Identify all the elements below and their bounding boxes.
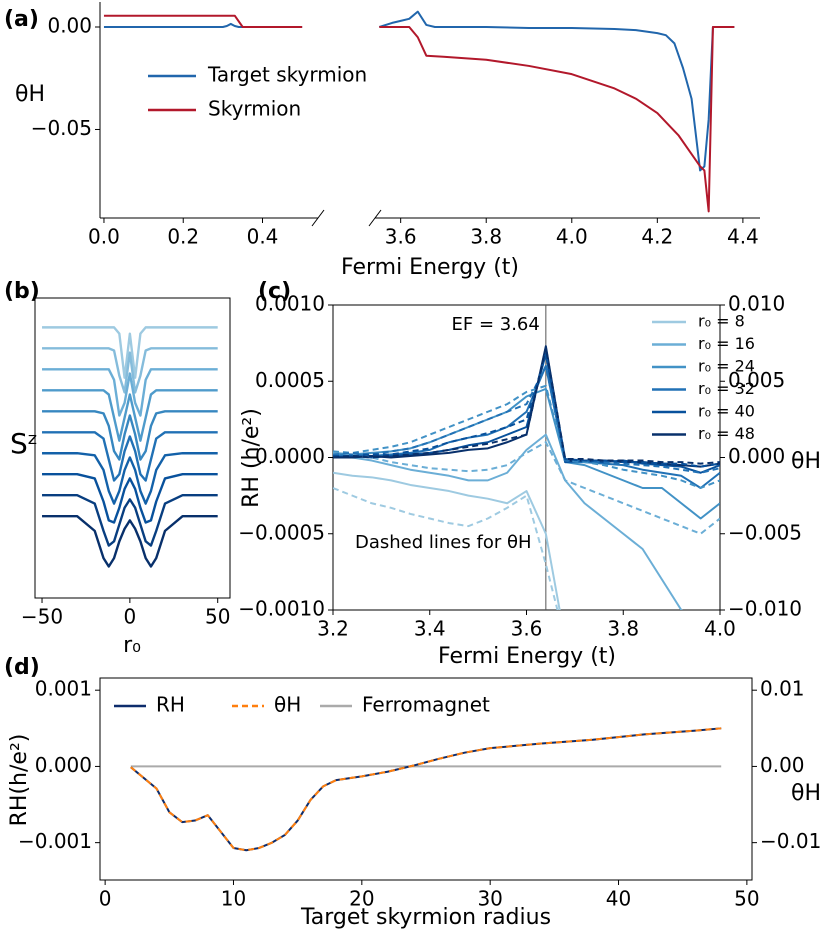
x-tick-label: 4.2 — [641, 225, 673, 249]
y-tick-label: 0.00 — [47, 14, 92, 38]
legend-label: r₀ = 8 — [698, 312, 745, 331]
legend-label: r₀ = 32 — [698, 379, 755, 398]
data-line — [333, 487, 559, 610]
x-tick-label: 40 — [606, 887, 631, 911]
legend-label: θH — [274, 693, 301, 717]
data-line — [333, 352, 720, 468]
x-tick-label: 3.4 — [414, 617, 446, 641]
axes-frame — [34, 297, 231, 599]
y2-tick-label: −0.010 — [728, 597, 802, 621]
legend-label: RH — [156, 693, 185, 717]
y-tick-label: −0.0005 — [238, 520, 325, 544]
x-tick-label: 0.4 — [247, 225, 279, 249]
x-tick-label: 3.8 — [607, 617, 639, 641]
legend-label: Ferromagnet — [362, 693, 490, 717]
data-line — [42, 389, 218, 442]
legend-label: r₀ = 24 — [698, 357, 755, 376]
y2-tick-label: −0.005 — [728, 520, 802, 544]
data-line — [333, 365, 720, 474]
y-axis-label: Sᶻ — [10, 427, 38, 460]
x-tick-label: 4.0 — [556, 225, 588, 249]
data-line — [42, 452, 218, 505]
y-tick-label: 0.0005 — [255, 368, 325, 392]
x-tick-label: 0 — [99, 887, 112, 911]
y-tick-label: 0.000 — [35, 753, 92, 777]
data-line — [333, 346, 720, 465]
data-line — [42, 514, 218, 568]
y-tick-label: −0.0010 — [238, 597, 325, 621]
panel-label: (d) — [4, 655, 40, 680]
y-axis-label: RH (h/e²) — [239, 408, 264, 508]
x-tick-label: 50 — [734, 887, 759, 911]
x-tick-label: 3.6 — [385, 225, 417, 249]
x-tick-label: 20 — [349, 887, 374, 911]
y2-tick-label: 0.00 — [760, 753, 805, 777]
data-line — [333, 433, 683, 610]
data-line — [42, 326, 218, 379]
axes-frame — [99, 677, 753, 881]
x-tick-label: 3.6 — [511, 617, 543, 641]
data-line — [42, 347, 218, 394]
x-tick-label: −50 — [21, 605, 63, 629]
y-tick-label: −0.001 — [18, 829, 92, 853]
legend-label: r₀ = 48 — [698, 424, 755, 443]
data-line — [378, 10, 735, 172]
y2-axis-label: θH — [791, 449, 821, 474]
legend-label: Skyrmion — [208, 97, 301, 121]
x-tick-label: 4.0 — [704, 617, 736, 641]
x-tick-label: 3.2 — [317, 617, 349, 641]
y2-tick-label: −0.01 — [760, 829, 821, 853]
x-tick-label: 10 — [221, 887, 246, 911]
y-tick-label: −0.05 — [31, 116, 92, 140]
data-line — [130, 727, 722, 852]
x-tick-label: 50 — [205, 605, 230, 629]
legend-label: r₀ = 40 — [698, 402, 755, 421]
panel-label: (a) — [4, 7, 39, 32]
legend-label: Target skyrmion — [207, 63, 367, 87]
annotation: Dashed lines for θH — [355, 532, 532, 553]
data-line — [130, 727, 722, 852]
data-line — [379, 26, 735, 213]
panel-label: (b) — [4, 279, 40, 304]
x-tick-label: 30 — [477, 887, 502, 911]
panel-label: (c) — [258, 279, 291, 304]
data-line — [42, 368, 218, 417]
y2-tick-label: 0.000 — [728, 444, 785, 468]
x-tick-label: 0.2 — [167, 225, 199, 249]
x-axis-label: Fermi Energy (t) — [341, 255, 519, 280]
data-line — [42, 494, 218, 547]
x-tick-label: 0.0 — [88, 225, 120, 249]
x-tick-label: 3.8 — [470, 225, 502, 249]
x-axis-label: Target skyrmion radius — [300, 905, 551, 930]
y-axis-label: θH — [15, 82, 45, 107]
y2-tick-label: 0.010 — [728, 292, 785, 316]
data-line — [42, 431, 218, 482]
y2-tick-label: 0.005 — [728, 368, 785, 392]
legend-label: r₀ = 16 — [698, 334, 755, 353]
y-tick-label: 0.001 — [35, 677, 92, 701]
y-tick-label: 0.0010 — [255, 292, 325, 316]
x-axis-label: r₀ — [123, 633, 141, 658]
data-line — [42, 410, 218, 461]
x-axis-label: Fermi Energy (t) — [438, 644, 616, 669]
data-line — [42, 473, 218, 524]
data-line — [333, 384, 720, 489]
annotation: EF = 3.64 — [452, 314, 540, 335]
y2-axis-label: θH — [791, 781, 821, 806]
y-tick-label: 0.0000 — [255, 444, 325, 468]
data-line — [103, 14, 303, 28]
y2-tick-label: 0.01 — [760, 677, 805, 701]
data-line — [333, 345, 720, 468]
data-line — [333, 441, 720, 535]
data-line — [333, 471, 561, 610]
x-tick-label: 4.4 — [727, 225, 759, 249]
y-axis-label: RH(h/e²) — [7, 734, 32, 827]
x-tick-label: 0 — [123, 605, 136, 629]
